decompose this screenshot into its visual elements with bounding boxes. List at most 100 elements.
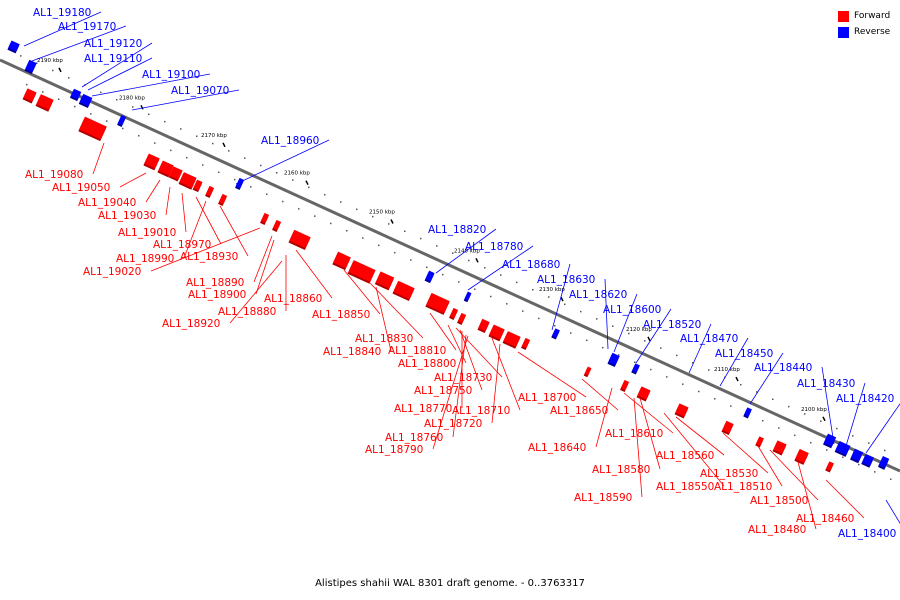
reverse-leader-line [604,278,609,350]
reverse-gene-glyph-body [632,363,640,373]
track-dot [890,478,892,480]
forward-gene-glyph-body [795,448,809,464]
forward-gene-glyph-body [179,172,197,188]
track-dot [116,98,118,101]
track-dot [138,135,140,137]
forward-gene-glyph [347,260,376,284]
track-dot [804,413,806,415]
track-dot [484,267,486,269]
track-dot [260,164,262,167]
track-dot [218,171,220,174]
reverse-gene-label: AL1_19120 [84,38,142,50]
reverse-gene-label: AL1_19070 [171,85,229,97]
forward-gene-glyph-body [584,366,592,376]
tick-mark [475,257,479,263]
forward-gene-label: AL1_18830 [355,333,413,345]
genome-axis [0,58,900,473]
forward-leader-line [229,260,283,324]
reverse-gene-glyph-body [744,407,752,417]
track-dot [628,332,630,335]
track-dot [602,346,604,349]
forward-gene-glyph-body [23,88,37,102]
reverse-gene-label: AL1_18440 [754,362,812,374]
track-dot [436,245,438,247]
forward-leader-line [432,335,469,450]
track-dot [698,390,700,393]
track-dot [234,178,236,181]
forward-gene-glyph [636,386,651,402]
tick-mark [647,336,651,342]
forward-gene-glyph [721,420,734,436]
track-dot [282,200,284,203]
kbp-tick-label: 2170 kbp [201,133,227,139]
forward-leader-line [455,327,503,378]
reverse-gene-label: AL1_19110 [84,53,142,65]
track-dot [148,113,150,116]
forward-gene-glyph-body [375,271,395,289]
forward-gene-label: AL1_18990 [116,253,174,265]
forward-gene-glyph-body [260,212,270,224]
forward-leader-line [517,351,587,398]
legend-forward-label: Forward [854,11,891,21]
track-dot [650,368,652,371]
kbp-tick-label: 2120 kbp [626,327,652,333]
forward-gene-glyph [392,280,415,302]
track-dot [676,354,678,357]
track-dot [506,303,508,305]
forward-leader-line [722,432,769,474]
forward-gene-glyph [374,271,395,291]
forward-gene-label: AL1_18710 [452,405,510,417]
forward-leader-line [429,312,457,351]
forward-gene-glyph-body [489,324,505,340]
forward-swatch [838,10,849,22]
forward-gene-label: AL1_18930 [180,251,238,263]
track-dot [810,441,812,444]
reverse-gene-glyph-body [235,177,245,189]
forward-gene-glyph-body [457,312,467,324]
track-dot [68,77,70,79]
forward-leader-line [343,269,381,315]
reverse-leader-line [845,382,866,447]
forward-gene-glyph-body [756,436,764,446]
forward-gene-glyph-body [773,440,787,454]
track-dot [186,156,188,159]
reverse-gene-label: AL1_18630 [537,274,595,286]
forward-gene-label: AL1_18550 [656,481,714,493]
track-dot [500,274,502,276]
track-dot [458,281,460,283]
forward-gene-glyph [457,312,467,325]
reverse-leader-line [87,57,153,91]
forward-gene-label: AL1_18800 [398,358,456,370]
kbp-tick-label: 2100 kbp [801,407,827,413]
track-dot [570,332,572,334]
forward-gene-glyph [794,448,809,465]
forward-gene-label: AL1_18750 [414,385,472,397]
track-dot [292,179,294,181]
forward-gene-label: AL1_18500 [750,495,808,507]
track-dot [244,157,246,159]
forward-gene-glyph-body [393,280,415,300]
track-dot [516,281,518,284]
track-dot [58,98,60,100]
forward-gene-label: AL1_18810 [388,345,446,357]
forward-gene-glyph-body [348,260,376,282]
track-dot [330,222,332,225]
kbp-tick-label: 2180 kbp [119,95,145,101]
forward-leader-line [219,205,249,257]
forward-gene-label: AL1_18760 [385,432,443,444]
forward-leader-line [181,192,187,233]
forward-gene-glyph-body [289,229,311,249]
track-dot [410,259,412,261]
reverse-gene-glyph-body [862,454,874,466]
reverse-leader-line [688,323,712,374]
reverse-gene-label: AL1_18620 [569,289,627,301]
forward-gene-label: AL1_19020 [83,266,141,278]
forward-gene-label: AL1_18880 [218,306,276,318]
forward-gene-glyph-body [620,379,630,391]
reverse-gene-glyph [424,270,435,284]
forward-gene-label: AL1_18700 [518,392,576,404]
track-dot [778,427,780,429]
forward-gene-glyph [178,172,197,190]
reverse-gene-label: AL1_18960 [261,135,319,147]
forward-gene-label: AL1_18460 [796,513,854,525]
